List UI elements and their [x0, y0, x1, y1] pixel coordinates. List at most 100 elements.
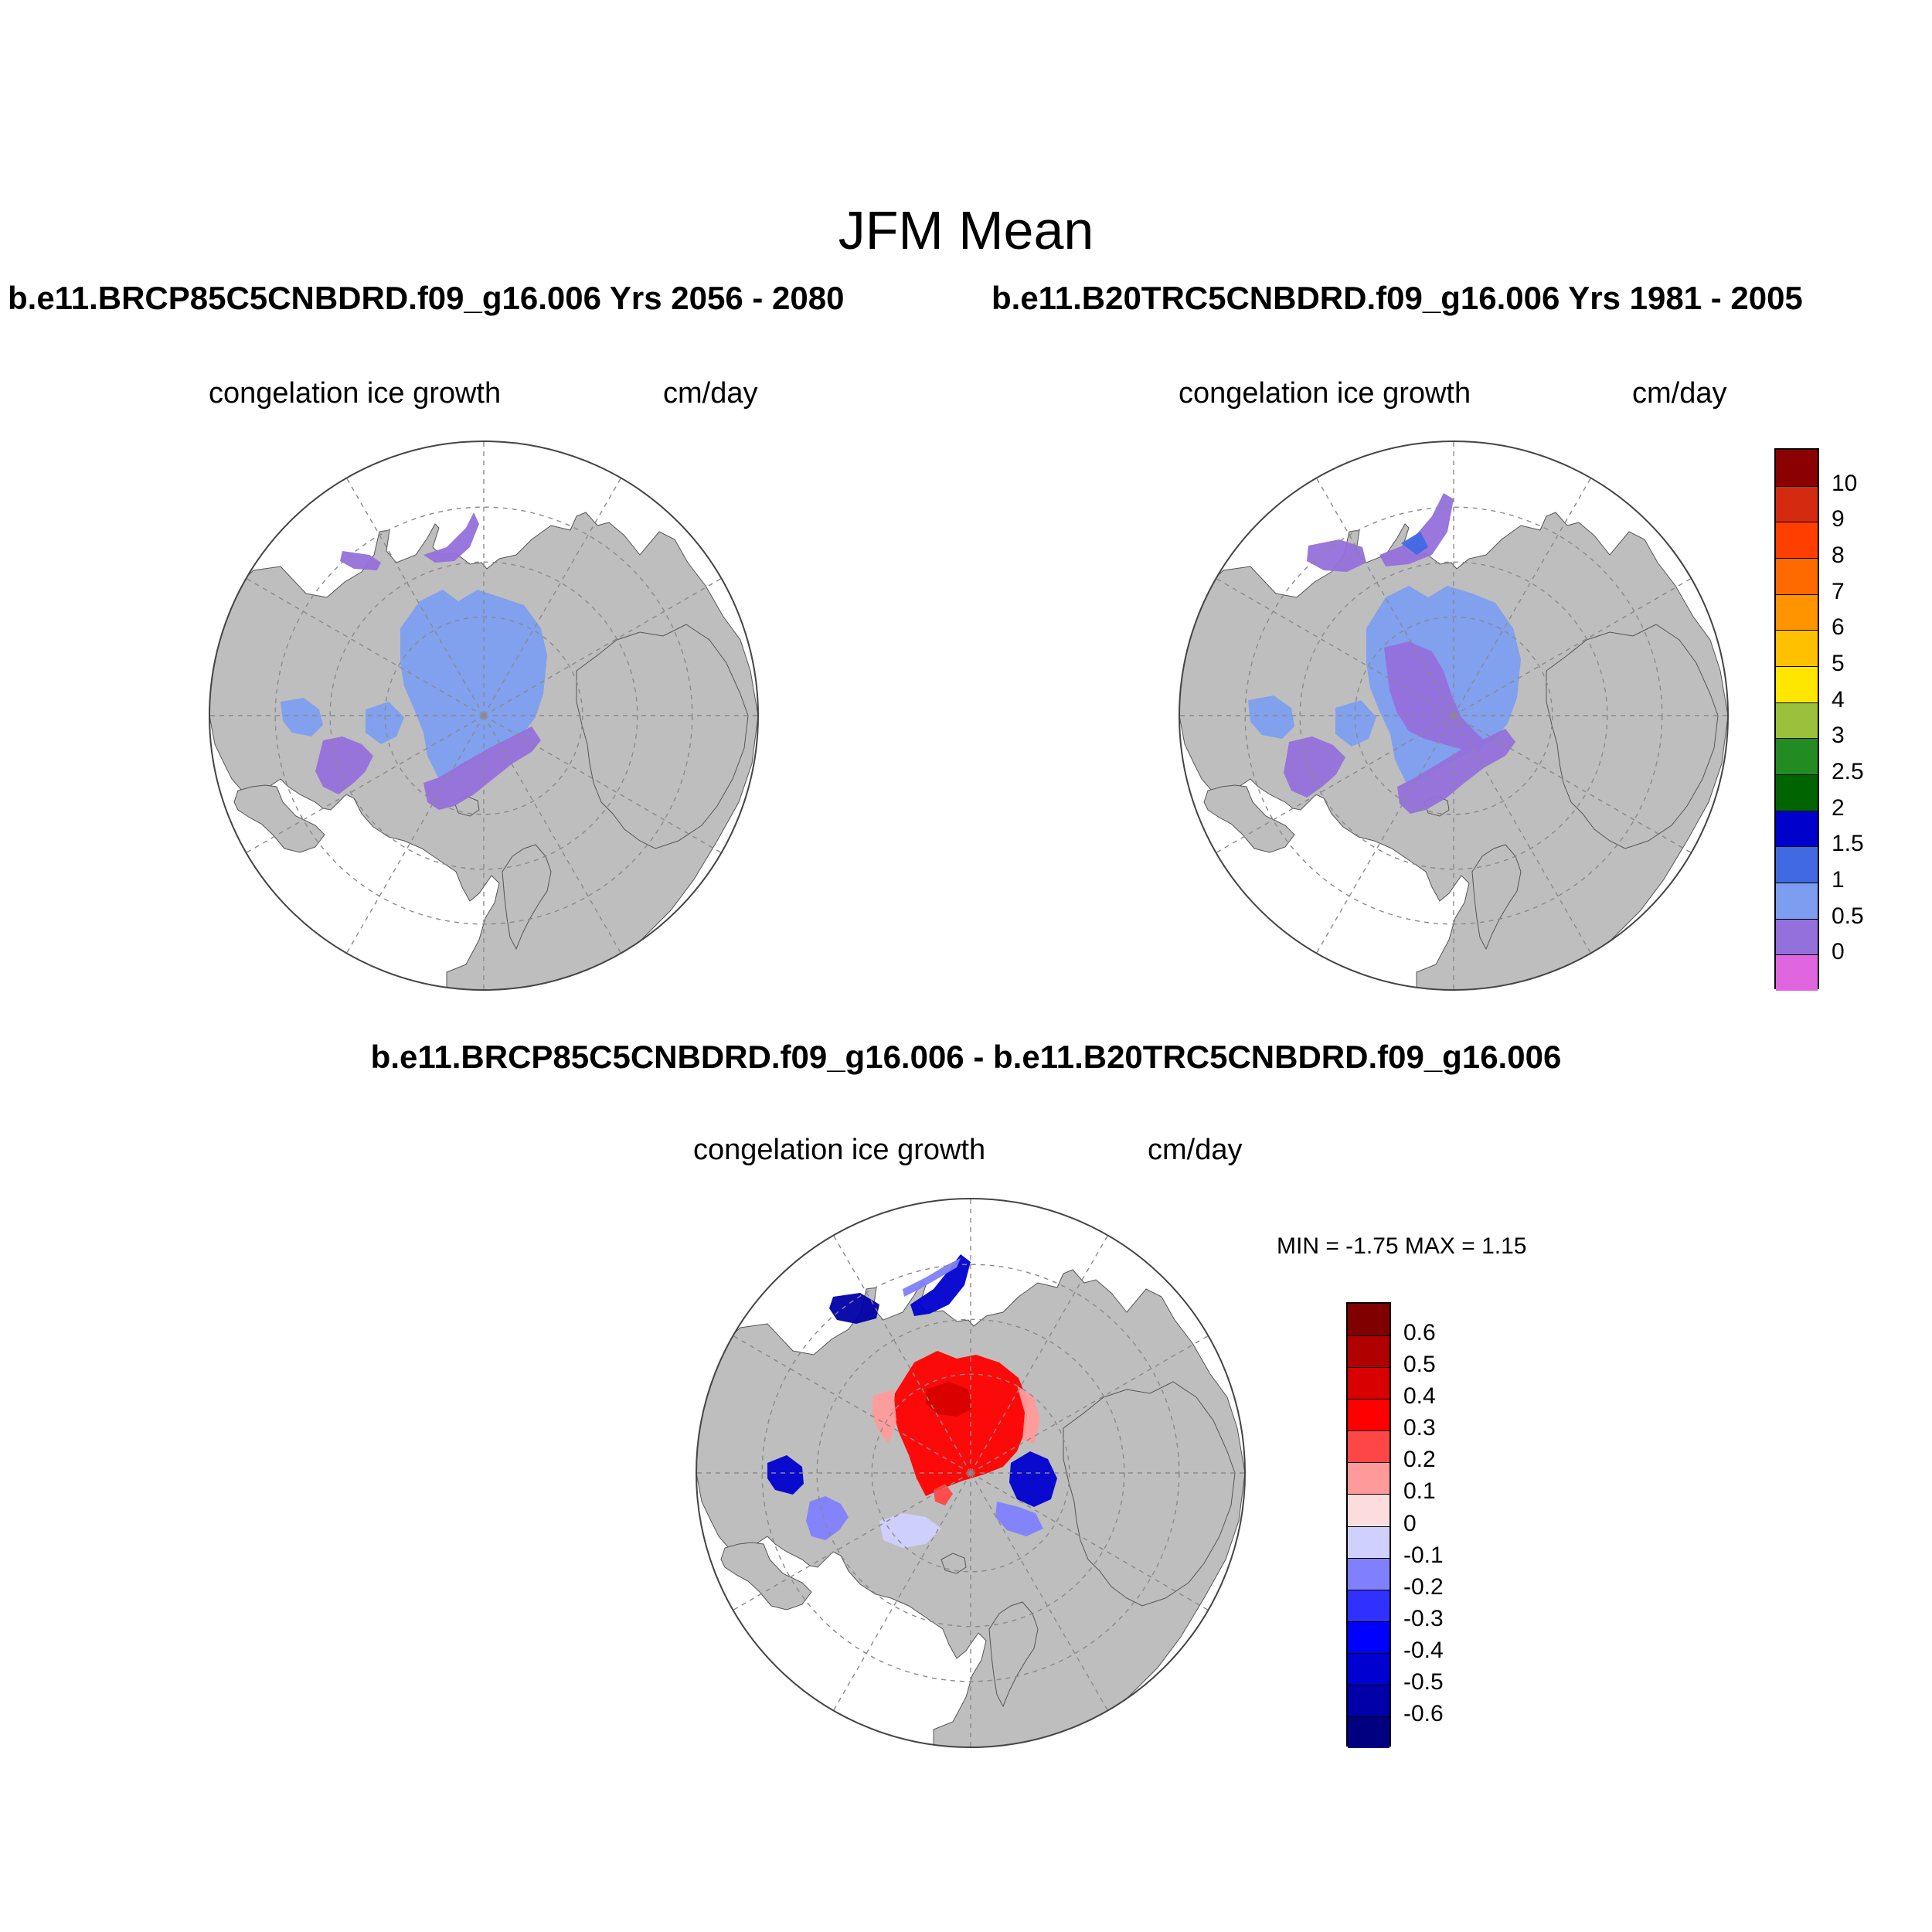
colorbar-segment	[1776, 846, 1818, 883]
ice-field-region	[879, 1513, 941, 1548]
map-body	[1179, 441, 1728, 990]
colorbar-segment	[1348, 1335, 1389, 1368]
difference-variable-label: congelation ice growth	[693, 1134, 986, 1166]
colorbar-label: -0.1	[1403, 1542, 1444, 1568]
colorbar-segment	[1776, 450, 1818, 486]
colorbar-label: 5	[1832, 651, 1845, 676]
ice-field-region	[1284, 736, 1345, 798]
colorbar-label: 3	[1832, 723, 1845, 749]
colorbar-label: 0.6	[1403, 1320, 1436, 1346]
land-polygon	[1063, 1381, 1236, 1607]
ice-field-region	[872, 1389, 896, 1444]
ice-field-region	[767, 1455, 804, 1495]
latitude-circle	[1354, 616, 1553, 815]
ice-field-region	[1335, 700, 1376, 747]
colorbar-segment	[1776, 702, 1818, 739]
historical-variable-label: congelation ice growth	[1179, 377, 1471, 410]
colorbar-segment	[1348, 1304, 1389, 1336]
colorbar-label: -0.6	[1403, 1700, 1444, 1726]
colorbar-segment	[1348, 1589, 1389, 1621]
colorbar-label: 0.3	[1403, 1415, 1436, 1441]
colorbar-segment	[1776, 954, 1818, 991]
ice-field-region	[315, 736, 373, 794]
ice-field-region	[1248, 696, 1294, 739]
colorbar-label: 6	[1832, 614, 1845, 641]
colorbar-label: 1	[1832, 867, 1845, 893]
colorbar-segment	[1348, 1526, 1389, 1558]
colorbar-segment	[1776, 883, 1818, 919]
ice-field-region	[400, 590, 547, 779]
colorbar-label: 1.5	[1832, 831, 1864, 857]
historical-polar-map	[1179, 440, 1729, 991]
ice-field-region	[893, 1351, 1028, 1496]
ice-field-region	[829, 1293, 879, 1324]
ice-field-region	[1009, 1451, 1057, 1507]
colorbar-label: -0.5	[1403, 1668, 1444, 1695]
colorbar-segment	[1348, 1430, 1389, 1463]
land-polygon	[1546, 624, 1719, 849]
colorbar-segment	[1776, 918, 1818, 955]
colorbar-segment	[1348, 1652, 1389, 1685]
ice-field-region	[926, 1382, 972, 1417]
difference-minmax: MIN = -1.75 MAX = 1.15	[1277, 1233, 1527, 1259]
map-body	[209, 441, 758, 990]
colorbar-label: 0	[1832, 939, 1845, 965]
colorbar-segment	[1348, 1557, 1389, 1590]
ice-field-region	[1017, 1386, 1040, 1444]
future-run-title: b.e11.BRCP85C5CNBDRD.f09_g16.006 Yrs 205…	[8, 280, 845, 316]
graticule	[696, 1199, 1245, 1747]
colorbar-segment	[1776, 594, 1818, 631]
colorbar-label: 0.2	[1403, 1447, 1436, 1473]
colorbar-segment	[1348, 1684, 1389, 1716]
ice-field-region	[1401, 532, 1428, 555]
difference-units-label: cm/day	[1148, 1134, 1243, 1166]
land-polygon	[233, 784, 325, 853]
map-rim	[696, 1198, 1246, 1748]
ice-field-region	[910, 1254, 971, 1316]
difference-polar-map	[696, 1198, 1246, 1748]
ice-field-overlay	[767, 1254, 1057, 1548]
ice-field-region	[1397, 729, 1515, 814]
colorbar-box	[1774, 448, 1819, 991]
colorbar-segment	[1348, 1716, 1389, 1748]
colorbar-segment	[1776, 774, 1818, 811]
colorbar-label: -0.4	[1403, 1637, 1444, 1663]
colorbar-label: 2.5	[1832, 759, 1864, 784]
graticule	[1179, 441, 1728, 990]
colorbar-label: 0.1	[1403, 1478, 1436, 1505]
colorbar-label: 9	[1832, 506, 1845, 532]
colorbar-segment	[1776, 666, 1818, 702]
colorbar-label: -0.2	[1403, 1573, 1444, 1600]
colorbar-label: 4	[1832, 686, 1845, 713]
colorbar-label: 10	[1832, 470, 1858, 496]
latitude-circle	[816, 1318, 1125, 1628]
graticule	[209, 441, 758, 990]
colorbar-segment	[1348, 1621, 1389, 1653]
land-polygon	[1471, 844, 1522, 951]
ice-field-overlay	[1248, 493, 1521, 814]
ice-field-region	[423, 512, 479, 563]
map-rim	[209, 440, 759, 991]
colorbar-label: 0.4	[1403, 1383, 1436, 1410]
future-units-label: cm/day	[663, 377, 758, 410]
map-body	[696, 1199, 1245, 1747]
ice-field-region	[806, 1496, 849, 1540]
latitude-circle	[871, 1373, 1070, 1573]
colorbar-box	[1346, 1302, 1391, 1748]
ice-field-region	[1384, 641, 1486, 752]
latitude-circle	[329, 561, 638, 870]
latitude-circle	[1299, 561, 1608, 870]
land-polygon	[576, 624, 749, 849]
ice-field-overlay	[281, 512, 547, 810]
ice-field-region	[1379, 493, 1454, 566]
colorbar-label: 8	[1832, 543, 1845, 568]
colorbar-segment	[1776, 558, 1818, 594]
historical-units-label: cm/day	[1632, 377, 1727, 410]
difference-title: b.e11.BRCP85C5CNBDRD.f09_g16.006 - b.e11…	[370, 1039, 1562, 1075]
colorbar-label: 7	[1832, 578, 1845, 604]
figure-title: JFM Mean	[838, 200, 1094, 260]
colorbar-segment	[1348, 1462, 1389, 1495]
ice-field-region	[934, 1484, 953, 1505]
land-polygon	[988, 1601, 1039, 1708]
colorbar-label: 2	[1832, 794, 1845, 821]
